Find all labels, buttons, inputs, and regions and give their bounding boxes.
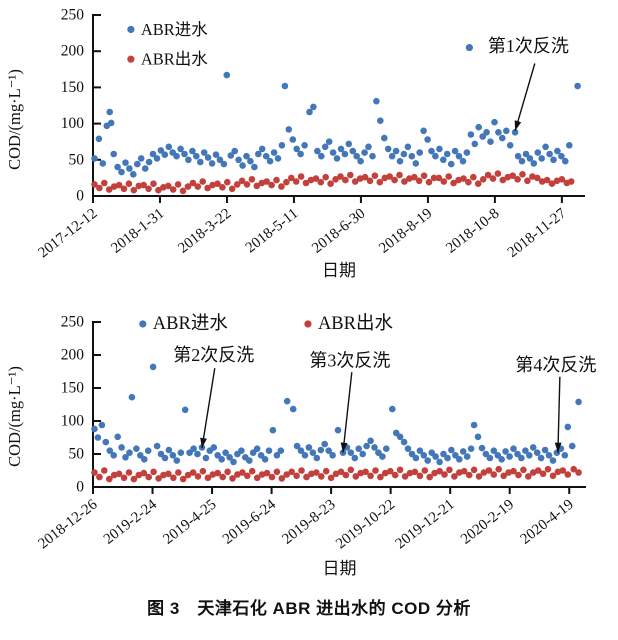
- legend-marker-icon: [127, 25, 135, 34]
- svg-text:2018-8-19: 2018-8-19: [376, 206, 435, 257]
- annotation: 第2次反洗: [173, 345, 254, 449]
- annotation-label: 第2次反洗: [173, 345, 254, 365]
- svg-text:2018-10-8: 2018-10-8: [443, 206, 502, 257]
- svg-text:2018-11-27: 2018-11-27: [505, 205, 570, 261]
- svg-text:2018-5-11: 2018-5-11: [243, 206, 302, 257]
- annotation: 第3次反洗: [309, 350, 390, 453]
- chart-bottom: 0 50 100 150 200 250 2018-12-26 2019-2-24 2019-4…: [5, 313, 596, 578]
- legend-marker-icon: [304, 320, 312, 328]
- svg-text:2019-2-24: 2019-2-24: [101, 496, 160, 547]
- svg-text:2018-3-22: 2018-3-22: [175, 206, 234, 257]
- svg-text:2018-1-31: 2018-1-31: [108, 206, 167, 257]
- annotation-arrowhead-icon: [340, 442, 348, 453]
- series-ABR进水: [91, 363, 582, 466]
- annotation: 第4次反洗: [515, 355, 596, 453]
- series-ABR出水: [91, 465, 582, 483]
- legend: ABR进水 ABR出水: [127, 20, 208, 69]
- svg-text:0: 0: [76, 479, 84, 496]
- y-axis-title: COD/(mg·L⁻¹): [5, 69, 24, 170]
- legend-label: ABR进水: [141, 20, 208, 39]
- y-tick-labels: 0 50 100 150 200 250: [61, 7, 101, 205]
- annotation-arrowhead-icon: [514, 120, 522, 131]
- annotation-arrow: [557, 376, 561, 453]
- annotation: 第1次反洗: [465, 36, 569, 132]
- y-axis-title: COD/(mg·L⁻¹): [5, 366, 24, 467]
- legend-marker-icon: [139, 320, 147, 328]
- svg-text:150: 150: [61, 380, 85, 397]
- svg-text:0: 0: [76, 188, 84, 205]
- annotation-marker-icon: [465, 43, 473, 52]
- svg-text:200: 200: [61, 347, 85, 364]
- svg-text:100: 100: [61, 115, 85, 132]
- svg-text:2020-2-19: 2020-2-19: [458, 497, 517, 548]
- svg-text:2019-8-23: 2019-8-23: [279, 497, 338, 548]
- svg-text:2018-12-26: 2018-12-26: [35, 496, 100, 552]
- svg-text:100: 100: [61, 413, 85, 430]
- series-ABR出水: [91, 170, 575, 195]
- x-axis-title: 日期: [323, 559, 357, 578]
- annotation-label: 第3次反洗: [309, 350, 390, 370]
- annotation-label: 第4次反洗: [515, 355, 596, 375]
- svg-text:2019-4-25: 2019-4-25: [160, 497, 219, 548]
- svg-text:2020-4-19: 2020-4-19: [518, 497, 577, 548]
- y-tick-labels: 0 50 100 150 200 250: [61, 314, 101, 496]
- svg-text:250: 250: [61, 314, 85, 331]
- svg-text:150: 150: [61, 79, 85, 96]
- legend-label: ABR进水: [153, 313, 229, 334]
- svg-text:2017-12-12: 2017-12-12: [35, 206, 100, 262]
- svg-text:250: 250: [61, 7, 85, 24]
- legend-marker-icon: [127, 55, 135, 63]
- annotation-label: 第1次反洗: [488, 36, 569, 56]
- svg-text:2019-10-22: 2019-10-22: [333, 497, 398, 553]
- annotation-arrow: [201, 368, 216, 449]
- svg-text:50: 50: [69, 446, 85, 463]
- series-ABR进水: [91, 71, 581, 178]
- svg-text:2019-12-21: 2019-12-21: [393, 497, 458, 553]
- x-axis-title: 日期: [322, 261, 356, 280]
- svg-text:200: 200: [61, 43, 85, 60]
- svg-text:2019-6-24: 2019-6-24: [220, 496, 279, 547]
- svg-text:2018-6-30: 2018-6-30: [309, 206, 368, 257]
- legend-label: ABR出水: [318, 313, 394, 334]
- svg-text:50: 50: [69, 151, 85, 168]
- legend: ABR进水 ABR出水: [139, 313, 393, 334]
- annotation-arrowhead-icon: [200, 437, 207, 449]
- annotation-arrowhead-icon: [554, 442, 562, 453]
- annotation-arrow: [342, 372, 353, 453]
- x-tick-labels: 2017-12-12 2018-1-31 2018-3-22 2018-5-11 201…: [35, 196, 570, 262]
- annotation-arrow: [514, 63, 536, 132]
- chart-top: 0 50 100 150 200 250 2017-12-12 2018-1-31 2018-3…: [5, 7, 585, 280]
- x-tick-labels: 2018-12-26 2019-2-24 2019-4-25 2019-6-24 201…: [35, 487, 577, 553]
- figure-caption: 图 3 天津石化 ABR 进出水的 COD 分析: [147, 599, 471, 618]
- legend-label: ABR出水: [141, 50, 208, 69]
